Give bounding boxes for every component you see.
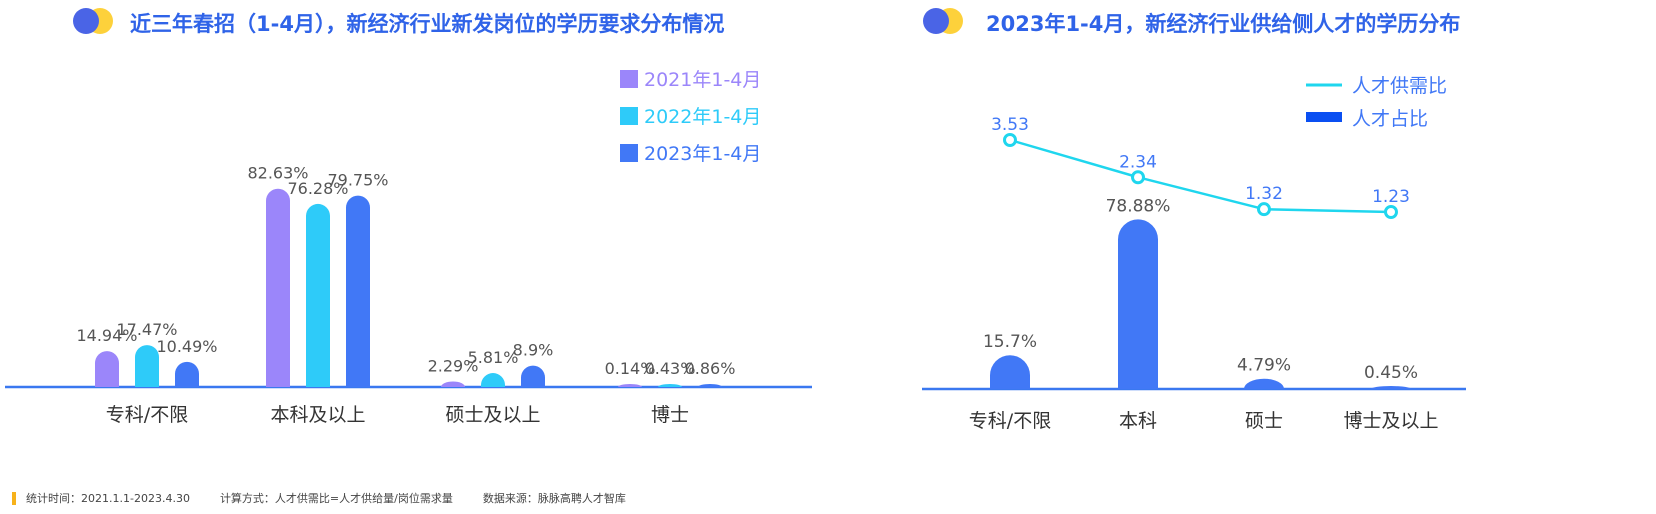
x-tick-label: 博士及以上 — [1343, 410, 1438, 432]
data-label: 0.43% — [645, 359, 696, 378]
x-tick-label: 专科/不限 — [969, 410, 1051, 432]
left-title-dots-icon — [73, 8, 117, 36]
x-tick-label: 本科及以上 — [270, 404, 365, 426]
line-data-label: 1.32 — [1245, 184, 1283, 204]
legend-swatch-bar — [1306, 112, 1342, 122]
footer-source: 数据来源：脉脉高聘人才智库 — [482, 492, 626, 505]
bar-人才占比 — [1118, 219, 1158, 389]
data-label: 79.75% — [327, 171, 388, 190]
data-label: 8.9% — [513, 341, 554, 360]
dot-blue — [73, 8, 99, 34]
footer-calc-method: 计算方式：人才供需比=人才供给量/岗位需求量 — [219, 492, 453, 505]
bar-2021年1-4月 — [266, 188, 290, 387]
legend-label: 人才占比 — [1352, 108, 1428, 130]
bar-人才占比 — [1371, 386, 1411, 389]
bar-2022年1-4月 — [658, 384, 682, 387]
line-data-label: 2.34 — [1119, 152, 1157, 172]
bar-人才占比 — [990, 355, 1030, 389]
bar-2021年1-4月 — [618, 384, 642, 387]
footer-accent-bar — [12, 491, 16, 505]
x-tick-label: 博士 — [651, 404, 689, 426]
bar-2022年1-4月 — [135, 345, 159, 387]
left-chart-title: 近三年春招（1-4月），新经济行业新发岗位的学历要求分布情况 — [130, 12, 725, 36]
bar-2021年1-4月 — [441, 381, 465, 387]
bar-2023年1-4月 — [175, 361, 199, 387]
line-point — [1003, 133, 1017, 147]
bar-人才占比 — [1244, 378, 1284, 389]
legend-label: 2022年1-4月 — [644, 106, 761, 128]
legend-label: 人才供需比 — [1352, 75, 1447, 97]
right-combo-chart: 专科/不限 15.7% 本科 78.88% 硕士 4.79% 博士及以上 0.45% 3.53 2… — [922, 75, 1466, 432]
x-tick-label: 硕士及以上 — [445, 404, 540, 426]
right-chart-title: 2023年1-4月，新经济行业供给侧人才的学历分布 — [986, 12, 1461, 36]
x-tick-label: 本科 — [1119, 410, 1157, 432]
dot-blue — [923, 8, 949, 34]
data-label: 82.63% — [247, 164, 308, 183]
line-point — [1384, 205, 1398, 219]
line-data-label: 3.53 — [991, 115, 1029, 135]
data-label: 15.7% — [983, 332, 1037, 352]
legend-swatch — [620, 70, 638, 88]
bar-2023年1-4月 — [698, 384, 722, 387]
legend-label: 2021年1-4月 — [644, 69, 761, 91]
data-label: 14.94% — [76, 326, 137, 345]
data-label: 0.14% — [605, 359, 656, 378]
bar-2021年1-4月 — [95, 351, 119, 387]
left-bar-chart: 专科/不限 14.94%17.47%10.49% 本科及以上 82.63%76.28%… — [5, 69, 812, 426]
bar-2022年1-4月 — [481, 373, 505, 387]
data-label: 78.88% — [1106, 196, 1171, 216]
data-label: 4.79% — [1237, 356, 1291, 376]
bar-2022年1-4月 — [306, 203, 330, 387]
legend-swatch — [620, 107, 638, 125]
x-tick-label: 硕士 — [1245, 410, 1283, 432]
line-point — [1257, 202, 1271, 217]
x-tick-label: 专科/不限 — [106, 404, 188, 426]
data-label: 17.47% — [116, 320, 177, 339]
data-label: 76.28% — [287, 179, 348, 198]
legend-swatch — [620, 144, 638, 162]
footer-notes: 统计时间：2021.1.1-2023.4.30 计算方式：人才供需比=人才供给量… — [12, 490, 656, 506]
data-label: 5.81% — [468, 348, 519, 367]
data-label: 0.86% — [685, 359, 736, 378]
footer-stat-time: 统计时间：2021.1.1-2023.4.30 — [26, 492, 190, 505]
line-人才供需比 — [1009, 138, 1392, 214]
bar-2023年1-4月 — [346, 195, 370, 387]
line-data-label: 1.23 — [1372, 187, 1410, 207]
right-title-dots-icon — [923, 8, 967, 36]
bar-2023年1-4月 — [521, 365, 545, 387]
data-label: 10.49% — [156, 337, 217, 356]
data-label: 2.29% — [428, 357, 479, 376]
data-label: 0.45% — [1364, 363, 1418, 383]
line-point — [1131, 170, 1145, 185]
legend-label: 2023年1-4月 — [644, 143, 761, 165]
